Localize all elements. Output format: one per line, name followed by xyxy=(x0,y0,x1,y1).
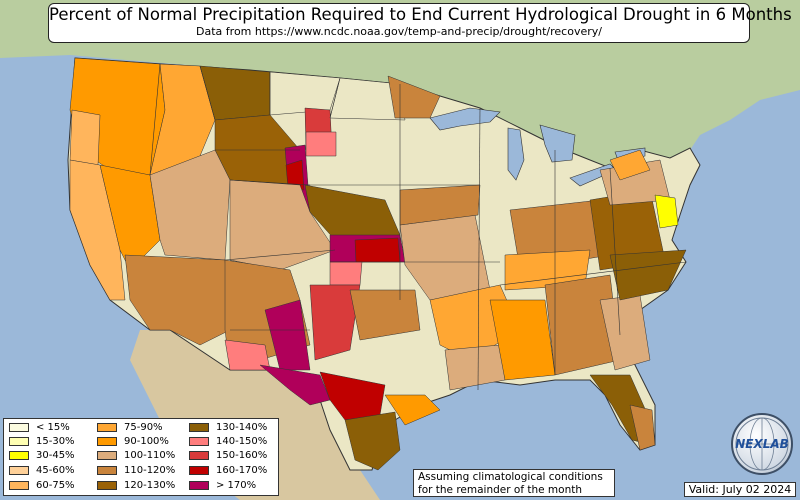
lake-michigan xyxy=(507,127,525,181)
legend-item: 100-110% xyxy=(97,450,175,462)
legend-item: 60-75% xyxy=(9,480,75,492)
region-carolinas xyxy=(609,249,687,301)
region-ok-pink xyxy=(329,261,363,286)
legend-item: > 170% xyxy=(189,480,256,492)
region-nevada xyxy=(99,164,161,271)
legend-item: 140-150% xyxy=(189,436,267,448)
drought-regions xyxy=(69,57,687,471)
legend-swatch xyxy=(9,465,29,475)
note-line-2: for the remainder of the month xyxy=(418,483,583,496)
legend-item: 90-100% xyxy=(97,436,169,448)
title-box: Percent of Normal Precipitation Required… xyxy=(48,3,792,43)
region-nd-east xyxy=(387,75,441,119)
map-subtitle: Data from https://www.ncdc.noaa.gov/temp… xyxy=(196,25,602,38)
legend: < 15% 15-30% 30-45% 45-60% 60-75% 75-90%… xyxy=(3,418,279,496)
legend-swatch xyxy=(189,422,209,432)
legend-item: 75-90% xyxy=(97,422,163,434)
legend-item: 150-160% xyxy=(189,450,267,462)
legend-item: < 15% xyxy=(9,422,70,434)
legend-item: 160-170% xyxy=(189,465,267,477)
legend-item: 15-30% xyxy=(9,436,75,448)
region-tx-south xyxy=(344,411,401,471)
map-title: Percent of Normal Precipitation Required… xyxy=(49,5,792,24)
legend-swatch xyxy=(9,450,29,460)
legend-swatch xyxy=(9,436,29,446)
legend-swatch xyxy=(97,465,117,475)
legend-item: 130-140% xyxy=(189,422,267,434)
legend-swatch xyxy=(189,436,209,446)
lake-huron xyxy=(539,124,576,163)
region-tx-west xyxy=(259,364,331,406)
region-mid-atlantic xyxy=(654,194,679,229)
legend-swatch xyxy=(9,480,29,490)
legend-swatch xyxy=(189,465,209,475)
globe-icon xyxy=(735,417,789,471)
legend-item: 110-120% xyxy=(97,465,175,477)
legend-swatch xyxy=(189,480,209,490)
note-line-1: Assuming climatological conditions xyxy=(418,471,603,483)
legend-item: 30-45% xyxy=(9,450,75,462)
region-tx-coast xyxy=(384,394,441,426)
legend-swatch xyxy=(97,450,117,460)
valid-date: Valid: July 02 2024 xyxy=(684,482,796,497)
region-tx-panhandle xyxy=(309,284,361,361)
state-lines xyxy=(149,63,687,391)
region-ny-orange xyxy=(609,149,651,181)
region-sd-pink xyxy=(305,131,337,157)
region-ok-east xyxy=(349,289,421,341)
region-kansas-darkred xyxy=(354,237,401,263)
legend-swatch xyxy=(97,422,117,432)
nexlab-logo: NEXLAB xyxy=(731,413,793,475)
logo-text: NEXLAB xyxy=(735,437,789,451)
legend-swatch xyxy=(189,450,209,460)
legend-swatch xyxy=(97,436,117,446)
legend-item: 120-130% xyxy=(97,480,175,492)
legend-item: 45-60% xyxy=(9,465,75,477)
region-nm-magenta xyxy=(264,299,311,371)
legend-swatch xyxy=(97,480,117,490)
region-oregon-west xyxy=(69,109,101,166)
legend-swatch xyxy=(9,422,29,432)
region-wy-darkred xyxy=(285,159,305,191)
assumption-note: Assuming climatological conditions for t… xyxy=(413,469,615,497)
lake-superior xyxy=(429,107,501,131)
region-fl-south xyxy=(629,404,656,451)
